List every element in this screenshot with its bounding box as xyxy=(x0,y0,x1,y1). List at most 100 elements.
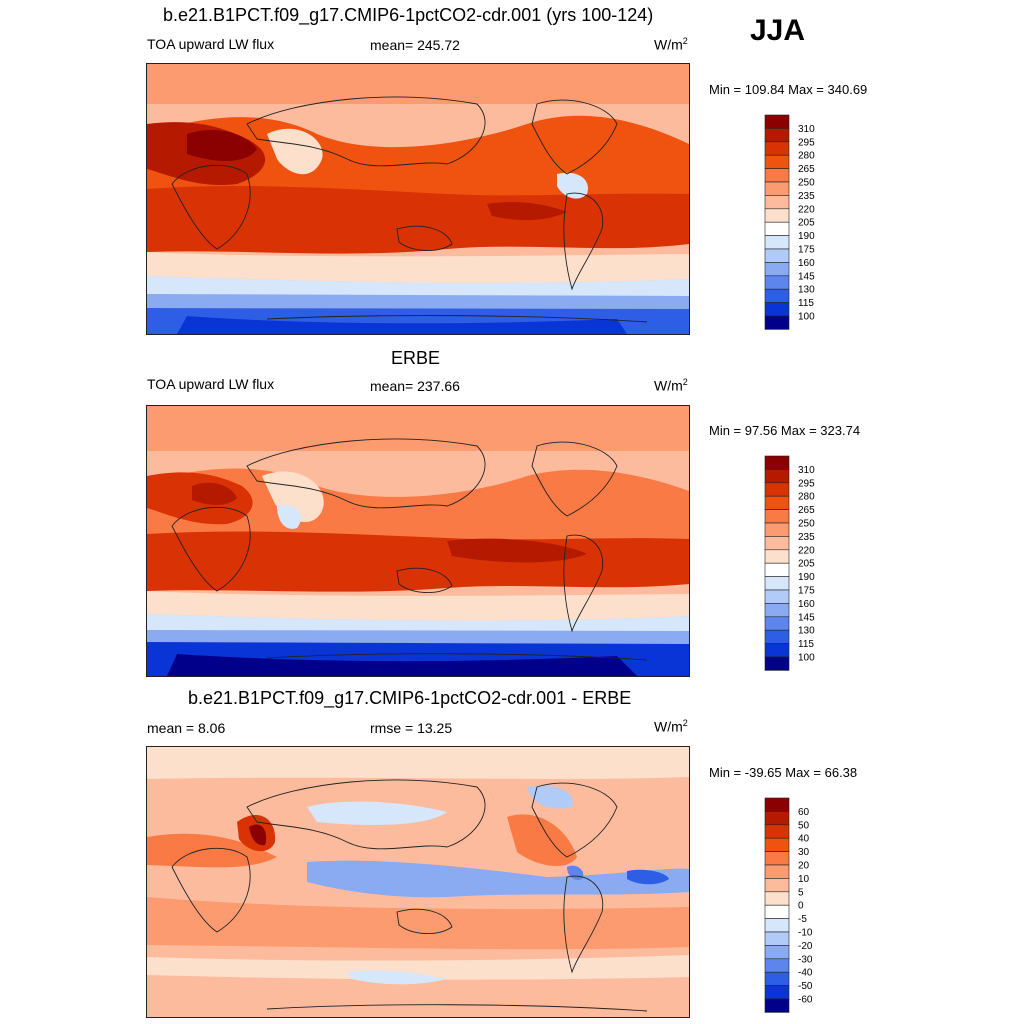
panel2-mean-label: mean= 237.66 xyxy=(370,378,460,394)
colorbar-tick-label: 130 xyxy=(798,626,815,637)
colorbar-swatch xyxy=(764,235,790,250)
colorbar-swatch xyxy=(764,168,790,183)
colorbar-swatch xyxy=(764,629,790,644)
colorbar-tick-label: -60 xyxy=(798,995,813,1006)
panel3-minmax: Min = -39.65 Max = 66.38 xyxy=(709,765,858,780)
panel2-colorbar-graphic: 310 295 280 265 250 235 220 205 190 175 160 145 130 1… xyxy=(764,455,815,671)
colorbar-swatch xyxy=(764,509,790,524)
colorbar-tick-label: 60 xyxy=(798,807,810,818)
season-label: JJA xyxy=(750,14,806,47)
colorbar-tick-label: 30 xyxy=(798,847,810,858)
colorbar-swatch xyxy=(764,469,790,484)
panel3-title: b.e21.B1PCT.f09_g17.CMIP6-1pctCO2-cdr.00… xyxy=(188,688,632,708)
colorbar-swatch xyxy=(764,208,790,223)
colorbar-tick-label: 175 xyxy=(798,586,815,597)
colorbar-swatch xyxy=(764,248,790,263)
colorbar-tick-label: 295 xyxy=(798,137,815,148)
colorbar-swatch xyxy=(764,878,790,893)
colorbar-swatch xyxy=(764,288,790,303)
colorbar-swatch xyxy=(764,603,790,618)
colorbar-tick-label: -10 xyxy=(798,928,813,939)
colorbar-swatch xyxy=(764,562,790,577)
colorbar-swatch xyxy=(764,985,790,1000)
panel2-title: ERBE xyxy=(391,348,441,368)
panel2-unit-label: W/m2 xyxy=(654,377,688,394)
colorbar-swatch xyxy=(764,824,790,839)
colorbar-tick-label: 280 xyxy=(798,492,815,503)
panel3-unit-label: W/m2 xyxy=(654,718,688,735)
colorbar-tick-label: -20 xyxy=(798,941,813,952)
colorbar-tick-label: 310 xyxy=(798,124,815,135)
colorbar-swatch xyxy=(764,275,790,290)
colorbar-tick-label: 130 xyxy=(798,285,815,296)
colorbar-swatch xyxy=(764,576,790,591)
colorbar-swatch xyxy=(764,315,790,330)
colorbar-tick-label: 220 xyxy=(798,545,815,556)
colorbar-tick-label: 220 xyxy=(798,204,815,215)
colorbar-tick-label: 250 xyxy=(798,519,815,530)
colorbar-swatch xyxy=(764,181,790,196)
colorbar-tick-label: -30 xyxy=(798,954,813,965)
colorbar-swatch xyxy=(764,643,790,658)
colorbar-tick-label: 205 xyxy=(798,218,815,229)
colorbar-tick-label: 295 xyxy=(798,478,815,489)
panel3-rmse-label: rmse = 13.25 xyxy=(370,720,453,736)
colorbar-tick-label: 235 xyxy=(798,191,815,202)
colorbar-swatch xyxy=(764,811,790,826)
colorbar-tick-label: 280 xyxy=(798,151,815,162)
colorbar-swatch xyxy=(764,195,790,210)
colorbar-swatch xyxy=(764,851,790,866)
panel3-map-field xyxy=(147,747,689,1017)
colorbar-tick-label: 145 xyxy=(798,271,815,282)
colorbar-tick-label: 175 xyxy=(798,245,815,256)
colorbar-tick-label: 10 xyxy=(798,874,810,885)
colorbar-tick-label: -50 xyxy=(798,981,813,992)
colorbar-swatch xyxy=(764,998,790,1013)
colorbar-tick-label: 40 xyxy=(798,834,810,845)
colorbar-swatch xyxy=(764,971,790,986)
colorbar-swatch xyxy=(764,522,790,537)
colorbar-swatch xyxy=(764,931,790,946)
panel1-map-field xyxy=(147,64,689,334)
colorbar-tick-label: 205 xyxy=(798,559,815,570)
panel1-variable-label: TOA upward LW flux xyxy=(147,36,275,52)
panel2-variable-label: TOA upward LW flux xyxy=(147,376,275,392)
panel3-mean-label: mean = 8.06 xyxy=(147,720,226,736)
colorbar-swatch xyxy=(764,154,790,169)
colorbar-swatch xyxy=(764,221,790,236)
panel1-minmax: Min = 109.84 Max = 340.69 xyxy=(709,82,868,97)
colorbar-swatch xyxy=(764,549,790,564)
colorbar-swatch xyxy=(764,958,790,973)
panel1-mean-label: mean= 245.72 xyxy=(370,37,460,53)
colorbar-tick-label: 50 xyxy=(798,820,810,831)
panel1-unit-label: W/m2 xyxy=(654,36,688,53)
colorbar-swatch xyxy=(764,891,790,906)
colorbar-tick-label: 250 xyxy=(798,178,815,189)
panel2-map xyxy=(146,405,690,677)
colorbar-swatch xyxy=(764,837,790,852)
panel1-title: b.e21.B1PCT.f09_g17.CMIP6-1pctCO2-cdr.00… xyxy=(163,5,654,25)
colorbar-swatch xyxy=(764,536,790,551)
colorbar-swatch xyxy=(764,302,790,317)
colorbar-tick-label: 115 xyxy=(798,298,814,309)
colorbar-tick-label: 0 xyxy=(798,901,804,912)
colorbar-swatch xyxy=(764,656,790,671)
panel1-colorbar: 310 295 280 265 250 235 220 205 190 175 160 145 130 1… xyxy=(764,114,854,330)
colorbar-tick-label: -5 xyxy=(798,914,807,925)
panel1-map xyxy=(146,63,690,335)
colorbar-tick-label: -40 xyxy=(798,968,813,979)
colorbar-tick-label: 160 xyxy=(798,258,815,269)
panel1-colorbar-graphic: 310 295 280 265 250 235 220 205 190 175 160 145 130 1… xyxy=(764,114,815,330)
colorbar-swatch xyxy=(764,455,790,470)
colorbar-tick-label: 265 xyxy=(798,505,815,516)
colorbar-swatch xyxy=(764,262,790,277)
panel2-minmax: Min = 97.56 Max = 323.74 xyxy=(709,423,861,438)
colorbar-tick-label: 5 xyxy=(798,887,804,898)
colorbar-swatch xyxy=(764,128,790,143)
colorbar-swatch xyxy=(764,141,790,156)
colorbar-tick-label: 190 xyxy=(798,572,815,583)
colorbar-tick-label: 310 xyxy=(798,465,815,476)
colorbar-swatch xyxy=(764,918,790,933)
colorbar-tick-label: 100 xyxy=(798,653,815,664)
